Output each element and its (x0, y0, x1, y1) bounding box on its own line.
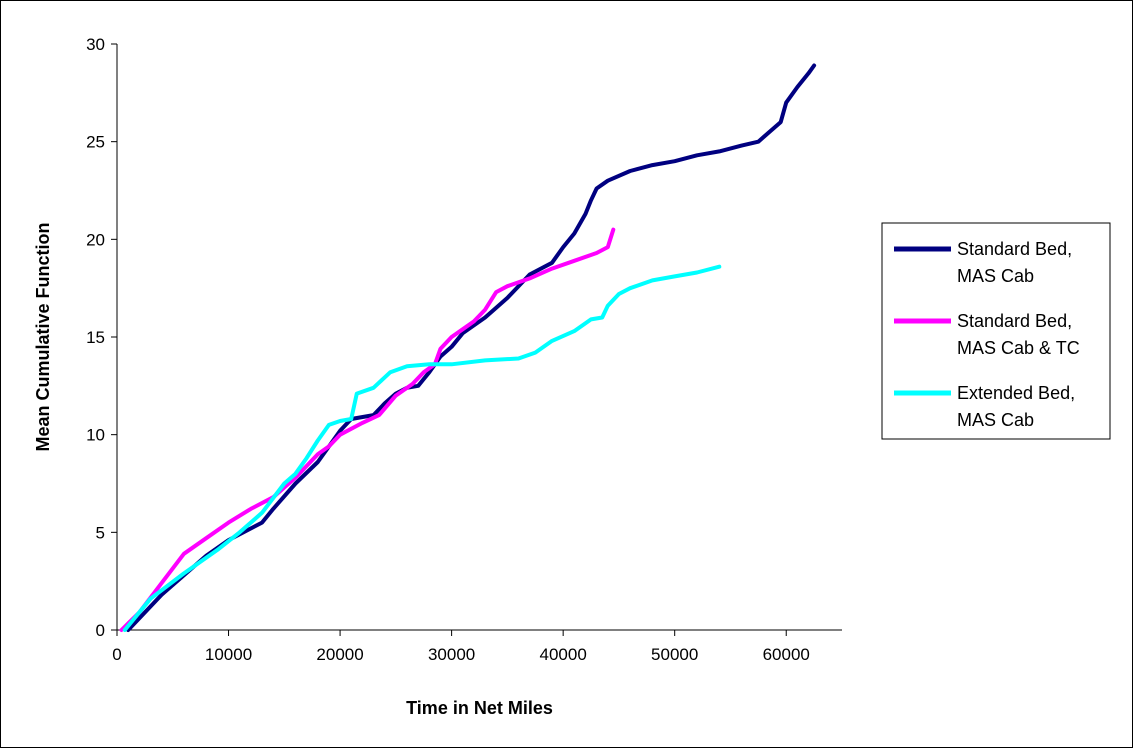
legend-label-3: MAS Cab (957, 410, 1034, 430)
x-tick-label: 50000 (651, 645, 698, 664)
y-tick-label: 10 (86, 426, 105, 445)
x-tick-label: 40000 (540, 645, 587, 664)
y-tick-label: 15 (86, 328, 105, 347)
x-tick-label: 0 (112, 645, 121, 664)
y-tick-label: 20 (86, 230, 105, 249)
series-lines (119, 63, 817, 632)
legend-label-1: Standard Bed, (957, 239, 1072, 259)
legend-items: Standard Bed, MAS Cab Standard Bed, MAS Cab… (894, 239, 1080, 430)
y-tick-label: 0 (96, 621, 105, 640)
x-tick-label: 20000 (316, 645, 363, 664)
x-tick-label: 60000 (763, 645, 810, 664)
x-axis-title: Time in Net Miles (406, 698, 553, 718)
legend-label-2: MAS Cab & TC (957, 338, 1080, 358)
legend-label-3: Extended Bed, (957, 383, 1075, 403)
y-axis-title: Mean Cumulative Function (33, 222, 53, 451)
legend-label-1: MAS Cab (957, 266, 1034, 286)
series-line-3 (122, 264, 722, 632)
legend: Standard Bed, MAS Cab Standard Bed, MAS Cab… (881, 222, 1111, 440)
y-tick-label: 25 (86, 133, 105, 152)
series-line-1 (126, 63, 817, 632)
y-axis-ticks: 0 5 10 15 20 25 30 (86, 35, 117, 640)
y-tick-label: 5 (96, 523, 105, 542)
plot-area: 0 5 10 15 20 25 30 0 10000 20000 30000 40000 50000 6… (86, 35, 842, 664)
x-tick-label: 10000 (205, 645, 252, 664)
x-axis-ticks: 0 10000 20000 30000 40000 50000 60000 (112, 630, 810, 664)
y-tick-label: 30 (86, 35, 105, 54)
legend-box (881, 222, 1111, 440)
x-tick-label: 30000 (428, 645, 475, 664)
legend-label-2: Standard Bed, (957, 311, 1072, 331)
series-line-2 (119, 227, 616, 632)
